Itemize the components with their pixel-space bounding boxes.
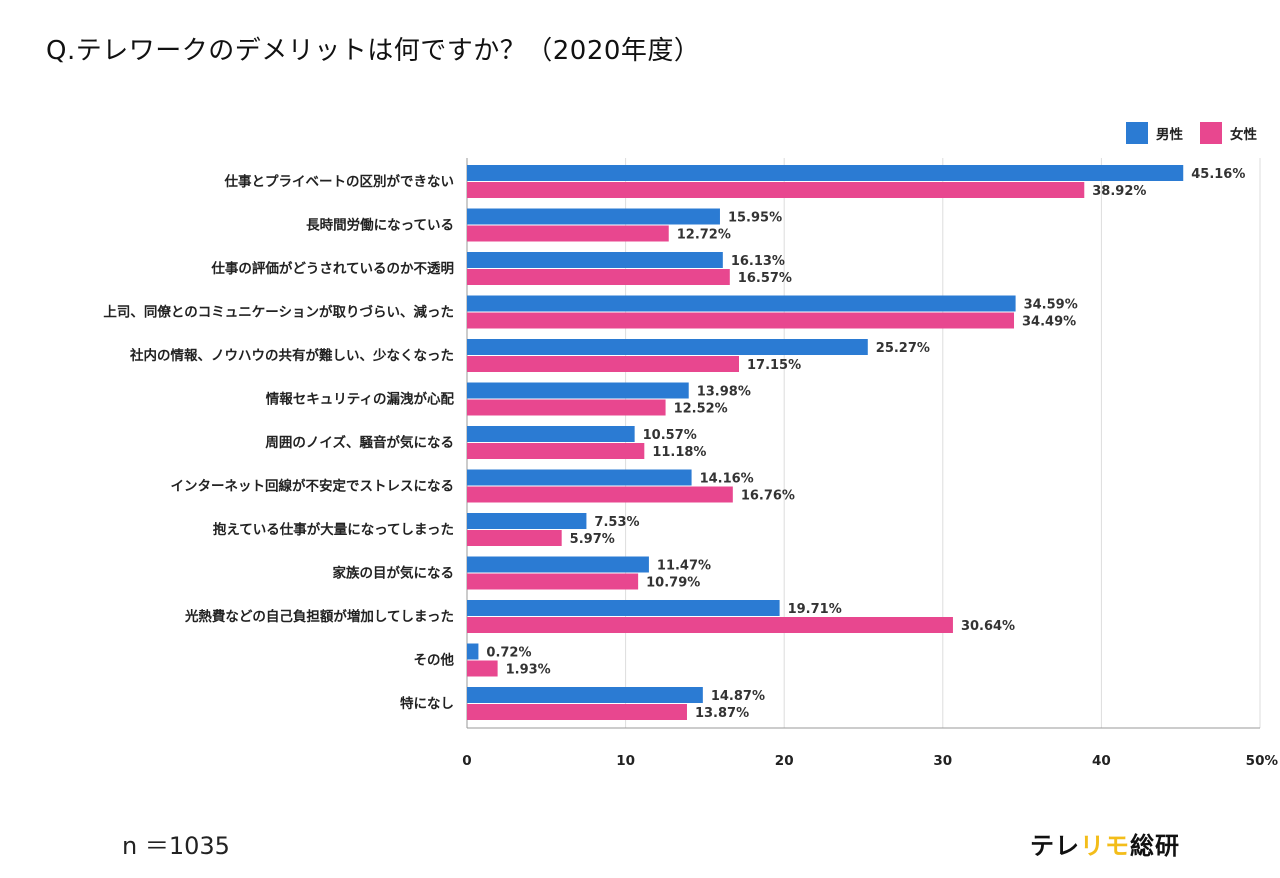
value-label-male: 13.98% [697, 385, 751, 400]
bar-female [467, 617, 953, 633]
bar-female [467, 399, 666, 416]
bar-male [467, 556, 649, 573]
value-label-female: 13.87% [695, 706, 749, 721]
chart-title: Q.テレワークのデメリットは何ですか？（2020年度） [46, 36, 701, 66]
x-tick-label: 30 [933, 753, 952, 769]
legend-swatch-female [1200, 122, 1222, 144]
category-label: 上司、同僚とのコミュニケーションが取りづらい、減った [103, 304, 454, 321]
bar-female [467, 312, 1015, 329]
category-label: 特になし [400, 695, 454, 712]
value-label-female: 12.52% [674, 402, 728, 417]
bar-chart: 45.16% 38.92% 15.95% 12.72%16.13% 16.57% 34.5… [103, 122, 1278, 769]
value-label-male: 15.95% [728, 211, 782, 226]
value-label-male: 7.53% [594, 515, 639, 530]
brand-part1: テレ [1030, 832, 1080, 860]
bar-male [467, 252, 723, 268]
bar-female [467, 225, 669, 242]
value-label-female: 1.93% [506, 663, 551, 678]
value-label-female: 5.97% [570, 532, 615, 547]
category-label: 仕事とプライベートの区別ができない [224, 173, 455, 190]
category-label: 抱えている仕事が大量になってしまった [213, 521, 454, 538]
value-label-female: 34.49% [1022, 315, 1076, 330]
value-label-male: 11.47% [657, 559, 711, 574]
category-label: その他 [414, 652, 455, 669]
bar-male [467, 469, 692, 486]
x-tick-label: 20 [775, 753, 794, 769]
bar-male [467, 208, 720, 225]
bar-female [467, 356, 739, 372]
category-label: 周囲のノイズ、騒音が気になる [265, 434, 454, 451]
category-label: 光熱費などの自己負担額が増加してしまった [184, 608, 454, 625]
bar-female [467, 182, 1085, 198]
x-tick-label: 50% [1246, 753, 1279, 769]
value-label-female: 16.57% [738, 271, 792, 286]
brand-part2: 総研 [1130, 832, 1180, 860]
bar-female [467, 269, 730, 285]
bar-male [467, 382, 689, 399]
value-label-male: 25.27% [876, 341, 930, 356]
x-tick-label: 10 [616, 753, 635, 769]
bar-male [467, 643, 479, 660]
value-label-female: 16.76% [741, 489, 795, 504]
category-label: 情報セキュリティの漏洩が心配 [266, 391, 455, 408]
legend-label-female: 女性 [1230, 126, 1258, 143]
value-label-male: 16.13% [731, 254, 785, 269]
bar-male [467, 426, 635, 442]
bar-female [467, 660, 498, 677]
bar-male [467, 600, 780, 616]
bars: 45.16% 38.92% 15.95% 12.72%16.13% 16.57% 34.5… [467, 165, 1245, 721]
value-label-female: 11.18% [652, 445, 706, 460]
x-axis-ticks: 0 10 20 30 40 50% [462, 753, 1278, 769]
brand-highlight: リモ [1080, 832, 1130, 860]
x-tick-label: 40 [1092, 753, 1111, 769]
bar-female [467, 486, 733, 503]
value-label-female: 30.64% [961, 619, 1015, 634]
value-label-female: 38.92% [1092, 184, 1146, 199]
category-label: インターネット回線が不安定でストレスになる [171, 478, 455, 495]
bar-female [467, 573, 639, 590]
bar-female [467, 530, 562, 546]
value-label-male: 45.16% [1191, 167, 1245, 182]
category-labels: 仕事とプライベートの区別ができない長時間労働になっている仕事の評価がどうされてい… [103, 173, 454, 712]
value-label-male: 10.57% [643, 428, 697, 443]
value-label-female: 17.15% [747, 358, 801, 373]
category-label: 家族の目が気になる [333, 565, 455, 582]
category-label: 長時間労働になっている [306, 217, 454, 234]
bar-male [467, 339, 868, 355]
bar-female [467, 443, 645, 459]
value-label-male: 19.71% [788, 602, 842, 617]
category-label: 社内の情報、ノウハウの共有が難しい、少なくなった [129, 347, 454, 364]
category-label: 仕事の評価がどうされているのか不透明 [210, 260, 454, 277]
value-label-male: 14.87% [711, 689, 765, 704]
brand-logo: テレリモ総研 [1030, 826, 1180, 861]
bar-male [467, 295, 1016, 312]
value-label-male: 34.59% [1024, 298, 1078, 313]
bar-female [467, 704, 687, 720]
bar-male [467, 687, 703, 703]
x-tick-label: 0 [462, 753, 471, 769]
legend-label-male: 男性 [1156, 126, 1184, 143]
bar-male [467, 165, 1184, 181]
value-label-female: 12.72% [677, 228, 731, 243]
legend: 男性 女性 [1126, 122, 1258, 144]
value-label-male: 0.72% [486, 646, 531, 661]
value-label-female: 10.79% [646, 576, 700, 591]
bar-male [467, 513, 587, 529]
legend-swatch-male [1126, 122, 1148, 144]
value-label-male: 14.16% [700, 472, 754, 487]
sample-size-note: n ＝1035 [122, 832, 230, 860]
